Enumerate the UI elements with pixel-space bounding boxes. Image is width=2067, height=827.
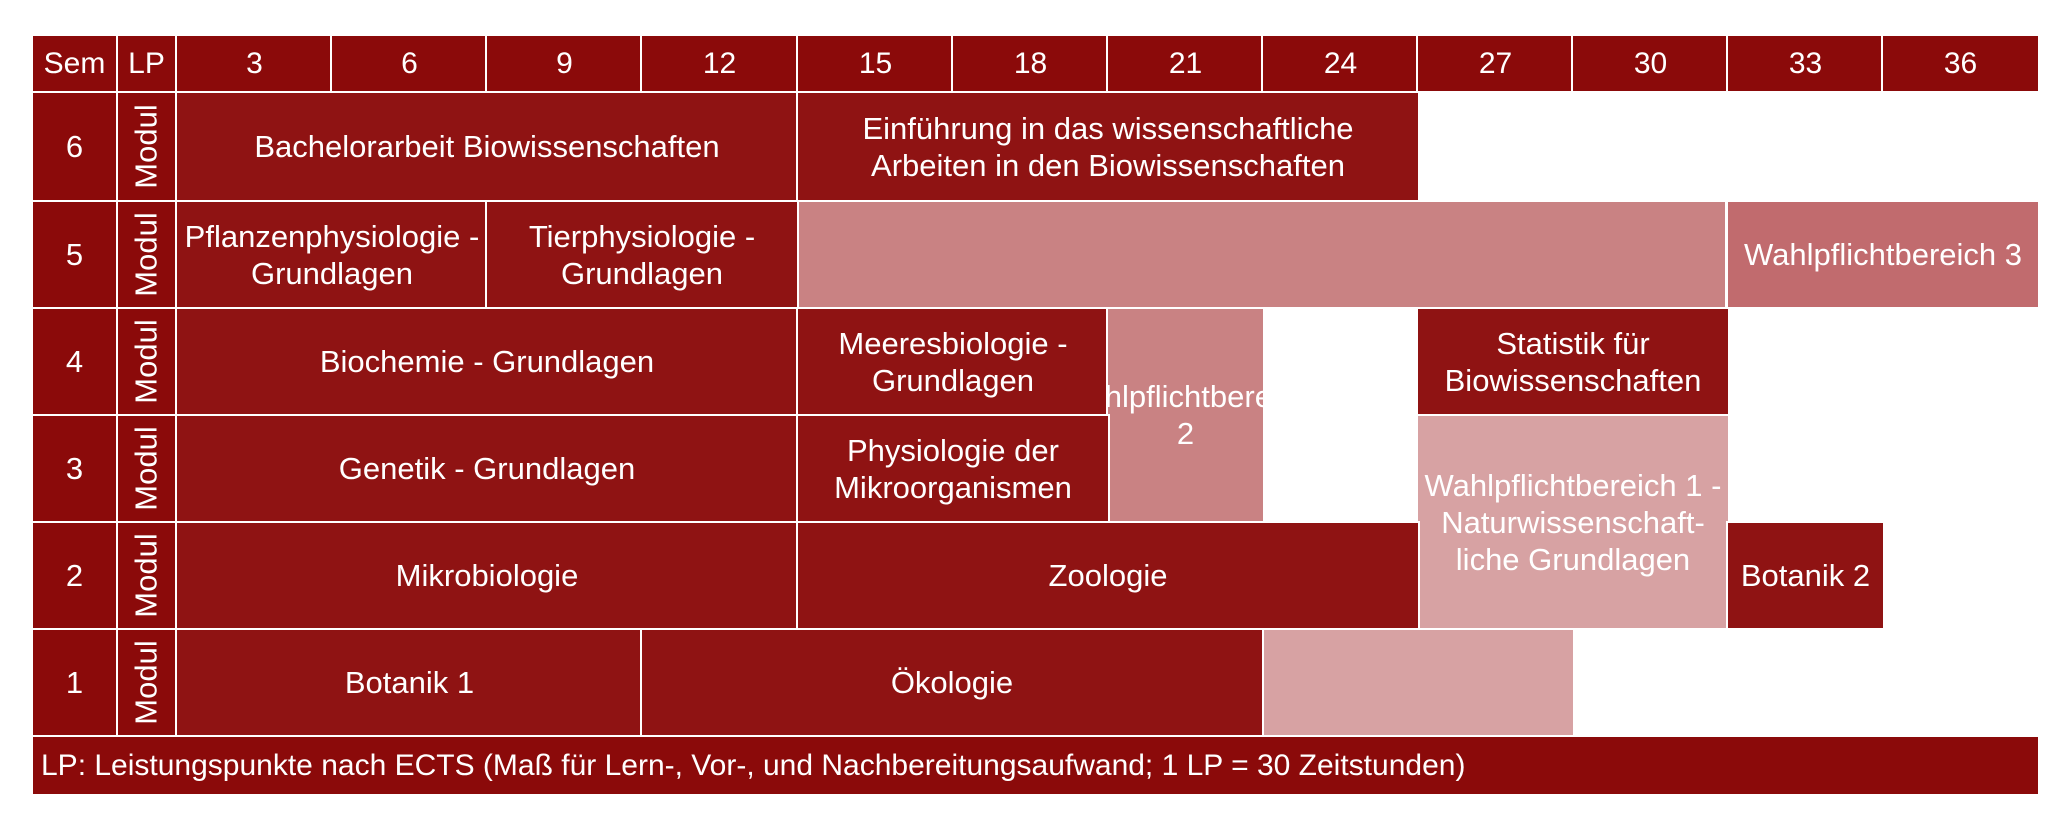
wahlpflichtbereich-2-upper-block — [796, 200, 1727, 309]
lp-tick-27: 27 — [1416, 34, 1575, 93]
lp-tick-36: 36 — [1881, 34, 2040, 93]
module-tierphysiologie: Tierphysiologie - Grundlagen — [485, 200, 799, 309]
lp-tick-9: 9 — [485, 34, 644, 93]
lp-tick-24: 24 — [1261, 34, 1420, 93]
lp-tick-3: 3 — [175, 34, 334, 93]
modul-label: Modul — [116, 628, 177, 737]
modul-label-text: Modul — [129, 319, 164, 404]
semester-6-label: 6 — [31, 91, 118, 202]
semester-1-label: 1 — [31, 628, 118, 737]
module-genetik: Genetik - Grundlagen — [175, 414, 799, 523]
module-wahlpflichtbereich-2: Wahlpflichtbereich 2 — [1106, 307, 1265, 523]
module-zoologie: Zoologie — [796, 521, 1420, 630]
header-sem: Sem — [31, 34, 118, 93]
module-botanik-2: Botanik 2 — [1726, 521, 1885, 630]
module-statistik: Statistik für Biowissenschaften — [1416, 307, 1730, 416]
module-physiologie-mikroorganismen: Physiologie der Mikroorganismen — [796, 414, 1110, 523]
semester-3-label: 3 — [31, 414, 118, 523]
semester-5-label: 5 — [31, 200, 118, 309]
module-einfuehrung-wissenschaftliches-arbeiten: Einführung in das wissenschaftliche Arbe… — [796, 91, 1420, 202]
module-oekologie: Ökologie — [640, 628, 1264, 737]
module-wahlpflichtbereich-1: Wahlpflichtbereich 1 - Naturwissenschaft… — [1416, 414, 1730, 630]
lp-tick-12: 12 — [640, 34, 799, 93]
module-wahlpflichtbereich-3: Wahlpflichtbereich 3 — [1726, 200, 2040, 309]
lp-tick-30: 30 — [1571, 34, 1730, 93]
lp-tick-15: 15 — [796, 34, 955, 93]
module-mikrobiologie: Mikrobiologie — [175, 521, 799, 630]
modul-label: Modul — [116, 91, 177, 202]
wahlpflichtbereich-1-lower-block — [1261, 628, 1575, 737]
footer-note: LP: Leistungspunkte nach ECTS (Maß für L… — [31, 735, 2040, 796]
modul-label-text: Modul — [129, 533, 164, 618]
modul-label: Modul — [116, 521, 177, 630]
modul-label: Modul — [116, 307, 177, 416]
module-botanik-1: Botanik 1 — [175, 628, 644, 737]
module-bachelorarbeit: Bachelorarbeit Biowissenschaften — [175, 91, 799, 202]
module-meeresbiologie: Meeresbiologie - Grundlagen — [796, 307, 1110, 416]
semester-2-label: 2 — [31, 521, 118, 630]
module-biochemie: Biochemie - Grundlagen — [175, 307, 799, 416]
module-pflanzenphysiologie: Pflanzenphysiologie - Grundlagen — [175, 200, 489, 309]
modul-label-text: Modul — [129, 426, 164, 511]
modul-label: Modul — [116, 200, 177, 309]
modul-label-text: Modul — [129, 104, 164, 189]
modul-label-text: Modul — [129, 212, 164, 297]
lp-tick-33: 33 — [1726, 34, 1885, 93]
lp-tick-6: 6 — [330, 34, 489, 93]
lp-tick-18: 18 — [951, 34, 1110, 93]
lp-tick-21: 21 — [1106, 34, 1265, 93]
modul-label-text: Modul — [129, 640, 164, 725]
header-lp: LP — [116, 34, 177, 93]
semester-4-label: 4 — [31, 307, 118, 416]
modul-label: Modul — [116, 414, 177, 523]
